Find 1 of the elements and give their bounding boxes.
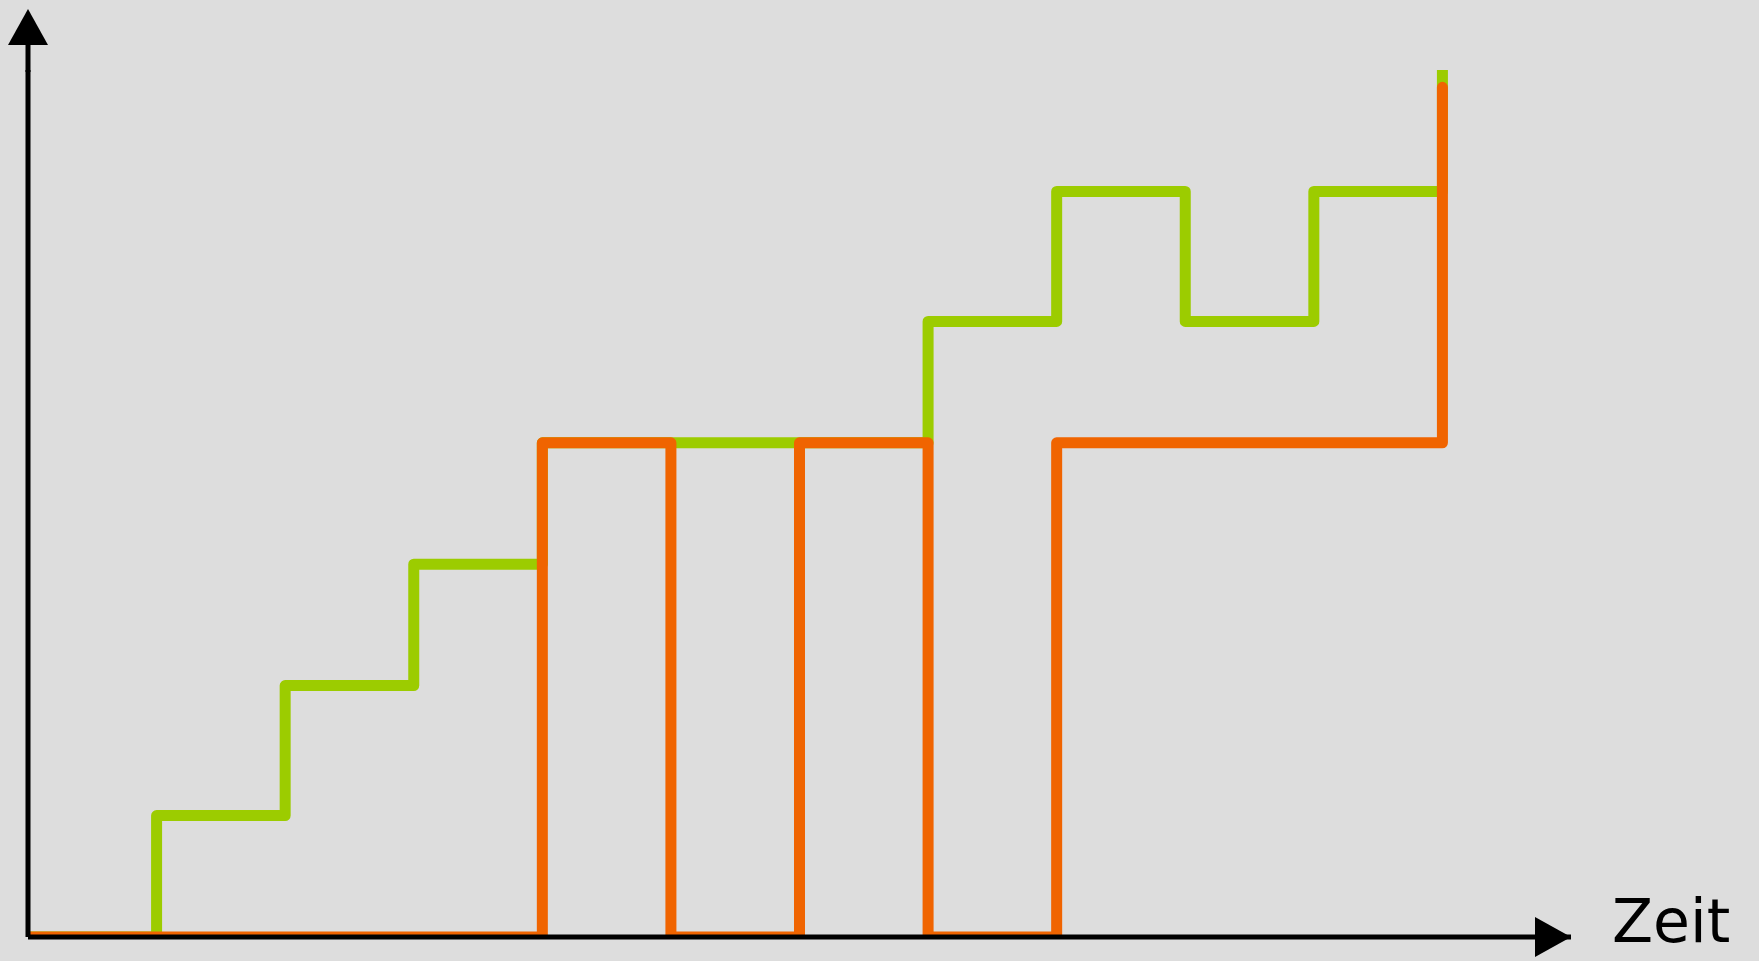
x-axis-title: Zeit [1612,886,1731,956]
